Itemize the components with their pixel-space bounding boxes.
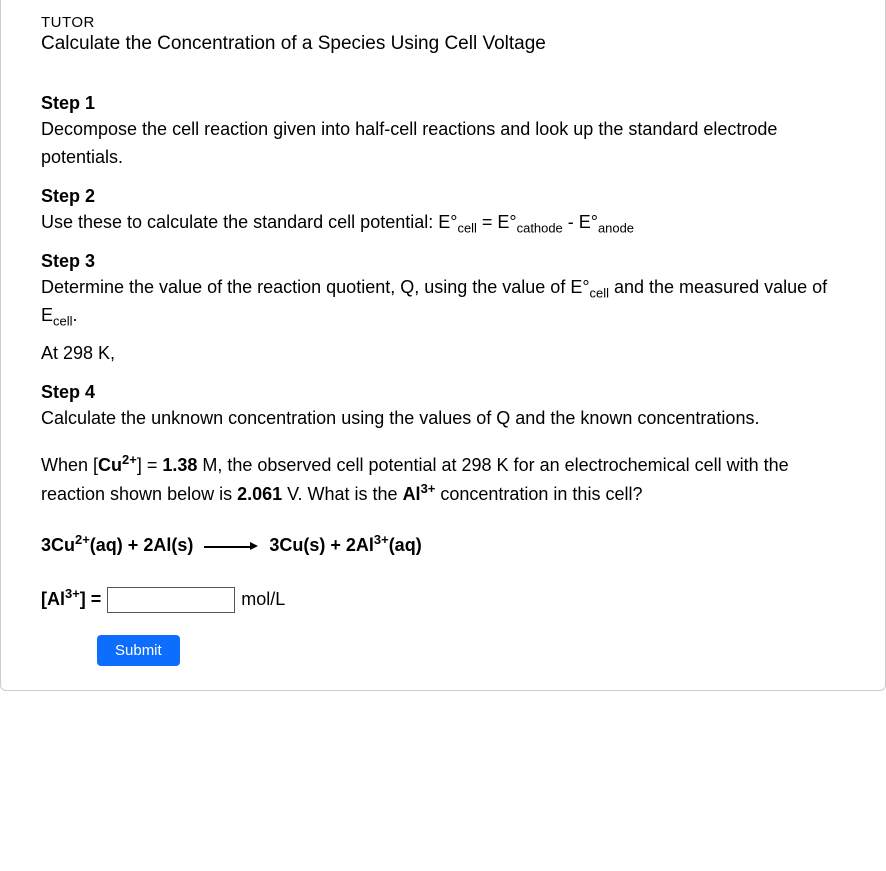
step2-body: Use these to calculate the standard cell… — [41, 209, 845, 237]
submit-button[interactable]: Submit — [97, 635, 180, 666]
cu-species: Cu2+ — [98, 455, 137, 475]
step3-header: Step 3 — [41, 251, 845, 272]
prob-text-a: When [ — [41, 455, 98, 475]
tutor-label: TUTOR — [41, 14, 845, 31]
answer-unit: mol/L — [241, 589, 285, 610]
problem-statement: When [Cu2+] = 1.38 M, the observed cell … — [41, 451, 845, 509]
step3-body: Determine the value of the reaction quot… — [41, 274, 845, 330]
plus-2: + — [325, 535, 346, 555]
prob-text-e: concentration in this cell? — [435, 484, 642, 504]
prob-text-d: V. What is the — [282, 484, 402, 504]
step2-prefix: Use these to calculate the standard cell… — [41, 212, 438, 232]
step1-header: Step 1 — [41, 93, 845, 114]
step4-header: Step 4 — [41, 382, 845, 403]
product-al: 2Al3+(aq) — [346, 535, 422, 555]
step4-body: Calculate the unknown concentration usin… — [41, 405, 845, 433]
reaction-equation: 3Cu2+(aq) + 2Al(s) 3Cu(s) + 2Al3+(aq) — [41, 535, 845, 557]
eanode: E°anode — [579, 212, 634, 232]
prob-text-b: ] = — [137, 455, 163, 475]
al-species: Al3+ — [403, 484, 436, 504]
product-cu: 3Cu(s) — [269, 535, 325, 555]
plus-1: + — [123, 535, 144, 555]
answer-row: [Al3+] = mol/L — [41, 587, 845, 613]
e0cell: E°cell — [570, 277, 609, 297]
reactant-al: 2Al(s) — [143, 535, 193, 555]
reaction-arrow-icon — [204, 536, 258, 557]
step3-part2: and the measured value of — [609, 277, 827, 297]
cell-voltage-value: 2.061 — [237, 484, 282, 504]
step1-body: Decompose the cell reaction given into h… — [41, 116, 845, 172]
concentration-input[interactable] — [107, 587, 235, 613]
ecathode: E°cathode — [497, 212, 562, 232]
step2-header: Step 2 — [41, 186, 845, 207]
tutor-card: TUTOR Calculate the Concentration of a S… — [0, 0, 886, 691]
minus-sign: - — [563, 212, 579, 232]
equals-sign: = — [477, 212, 498, 232]
page-title: Calculate the Concentration of a Species… — [41, 33, 845, 55]
at-298k: At 298 K, — [41, 343, 845, 364]
period: . — [72, 305, 77, 325]
ecell-lhs: E°cell — [438, 212, 477, 232]
cu-conc-value: 1.38 — [162, 455, 197, 475]
step3-part1: Determine the value of the reaction quot… — [41, 277, 570, 297]
answer-label: [Al3+] = — [41, 589, 101, 610]
reactant-cu: 3Cu2+(aq) — [41, 535, 123, 555]
ecell-measured: Ecell — [41, 305, 72, 325]
